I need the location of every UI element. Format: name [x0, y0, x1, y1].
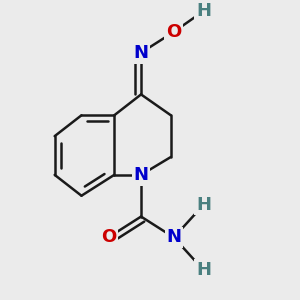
Text: H: H — [196, 2, 211, 20]
Text: H: H — [196, 196, 211, 214]
Text: O: O — [101, 228, 116, 246]
Text: N: N — [166, 228, 181, 246]
Text: O: O — [166, 23, 182, 41]
Text: N: N — [134, 44, 148, 62]
Text: H: H — [196, 261, 211, 279]
Text: N: N — [134, 166, 148, 184]
